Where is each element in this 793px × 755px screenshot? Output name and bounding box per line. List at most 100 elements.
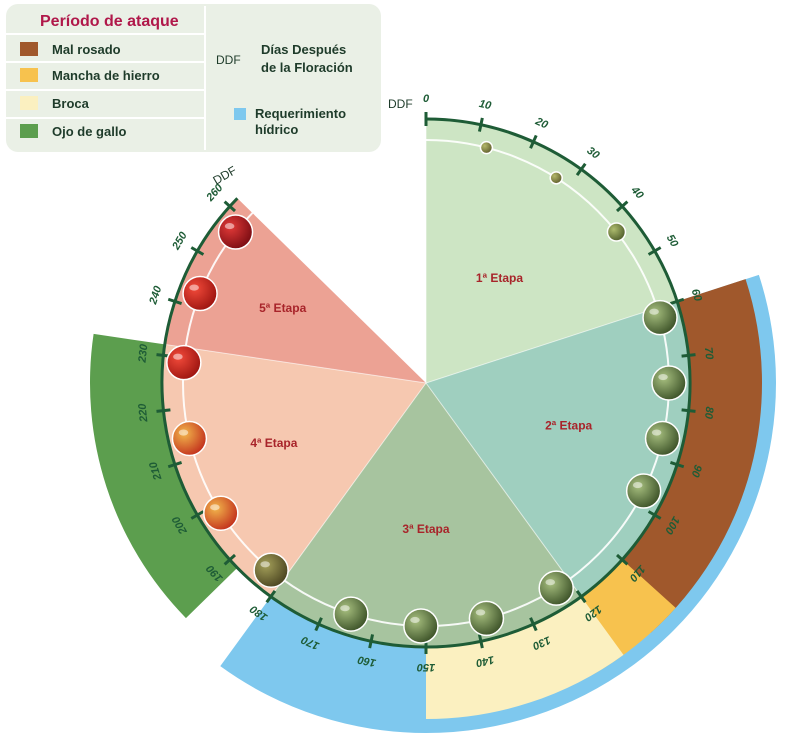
band-broca [426, 596, 624, 719]
tick-mark [477, 117, 484, 132]
legend-item-mancha-de-hierro: Mancha de hierro [20, 68, 160, 83]
stage-wedges [161, 119, 690, 648]
stage-wedge-3 [270, 383, 582, 648]
tick-mark [647, 510, 662, 520]
stage-label-4: 4ª Etapa [250, 436, 297, 450]
stage-divider [425, 382, 582, 597]
coffee-fruit [625, 473, 662, 509]
legend-label-mancha-de-hierro: Mancha de hierro [52, 68, 160, 83]
coffee-fruit [479, 140, 494, 155]
tick-mark [156, 408, 171, 413]
tick-label: 50 [664, 233, 681, 250]
attack-period-bands [89, 274, 776, 733]
coffee-fruit [549, 171, 563, 185]
fruit-highlight [410, 616, 420, 624]
coffee-fruit [642, 299, 678, 336]
legend-label-mal-rosado: Mal rosado [52, 42, 121, 57]
stage-divider [425, 300, 678, 384]
legend: Período de ataque Mal rosado Mancha de h… [6, 4, 381, 152]
fruit-highlight [173, 353, 183, 360]
tick-label: 20 [533, 115, 551, 132]
fruit-highlight [260, 561, 270, 568]
tick-mark [615, 553, 629, 566]
tick-mark [167, 460, 183, 469]
stage-label-1: 1ª Etapa [476, 271, 523, 285]
tick-label: 30 [585, 145, 603, 162]
tick-label: 220 [136, 402, 150, 423]
tick-mark [529, 617, 538, 632]
legend-ddf-definition-line1: Días Después [261, 42, 346, 57]
coffee-fruit [468, 600, 505, 637]
legend-background [6, 4, 381, 152]
legend-label-broca: Broca [52, 96, 90, 111]
stage-wedge-4 [161, 344, 426, 597]
coffee-fruit [644, 420, 681, 457]
legend-title: Período de ataque [40, 13, 179, 30]
tick-label: 80 [702, 406, 715, 420]
legend-swatch-ojo-de-gallo [20, 124, 38, 138]
tick-label: 160 [356, 653, 377, 669]
fruit-highlight [340, 605, 350, 612]
tick-label: 60 [689, 288, 704, 304]
fruit-highlight [658, 373, 668, 381]
tick-label: 10 [478, 98, 493, 112]
fruit-highlight [475, 609, 486, 616]
tick-mark [681, 353, 696, 358]
coffee-fruit [606, 222, 627, 242]
legend-item-mal-rosado: Mal rosado [20, 42, 121, 57]
tick-mark [368, 634, 375, 649]
band-ojo-de-gallo [89, 333, 238, 619]
tick-mark [477, 634, 484, 649]
tick-label: 0 [423, 93, 430, 105]
legend-label-ojo-de-gallo: Ojo de gallo [52, 124, 126, 139]
legend-swatch-mancha-de-hierro [20, 68, 38, 82]
ddf-unit-label-end: DDF [211, 163, 239, 187]
tick-mark [575, 162, 587, 176]
coffee-fruit [217, 214, 254, 250]
legend-ddf-abbr: DDF [216, 53, 241, 67]
coffee-fruit [651, 365, 687, 401]
legend-swatch-water [234, 108, 246, 120]
coffee-fruit [203, 495, 239, 531]
tick-label: 210 [147, 459, 165, 482]
legend-swatch-mal-rosado [20, 42, 38, 56]
stage-divider [270, 382, 427, 597]
legend-ddf-definition-line2: de la Floración [261, 60, 353, 75]
fruit-highlight [210, 504, 220, 511]
legend-swatch-broca [20, 96, 38, 110]
tick-label: 250 [170, 229, 191, 253]
coffee-fruit [171, 420, 208, 457]
stage-labels: 1ª Etapa 2ª Etapa 3ª Etapa 4ª Etapa 5ª Etapa [250, 271, 592, 536]
stage-label-5: 5ª Etapa [259, 301, 306, 315]
ddf-unit-label-start: DDF [388, 97, 413, 111]
legend-item-broca: Broca [20, 96, 90, 111]
tick-label: 150 [416, 661, 435, 673]
tick-mark [681, 408, 696, 413]
stage-label-2: 2ª Etapa [545, 418, 592, 432]
tick-label: 140 [474, 653, 495, 669]
coffee-fruit [403, 608, 439, 644]
coffee-fruit [333, 596, 369, 632]
tick-label: 70 [702, 347, 715, 361]
coffee-fruit [538, 570, 574, 606]
coffee-fruit [253, 552, 289, 588]
coffee-fruit [166, 344, 202, 381]
legend-item-ojo-de-gallo: Ojo de gallo [20, 124, 126, 139]
tick-label: 90 [688, 463, 703, 479]
fruit-highlight [189, 284, 199, 291]
band-mal-rosado [602, 279, 762, 633]
tick-label: 230 [136, 343, 150, 364]
legend-water-label-line1: Requerimiento [255, 106, 346, 121]
tick-mark [190, 246, 205, 256]
fruit-highlight [649, 308, 659, 315]
tick-mark [223, 553, 237, 566]
fruit-highlight [545, 579, 556, 586]
coffee-fruit [182, 275, 218, 312]
tick-mark [529, 134, 538, 149]
tick-mark [669, 460, 685, 469]
tick-mark [314, 617, 323, 632]
stage-wedge-1 [426, 119, 678, 383]
tick-mark [669, 297, 685, 306]
tick-mark [647, 246, 662, 256]
